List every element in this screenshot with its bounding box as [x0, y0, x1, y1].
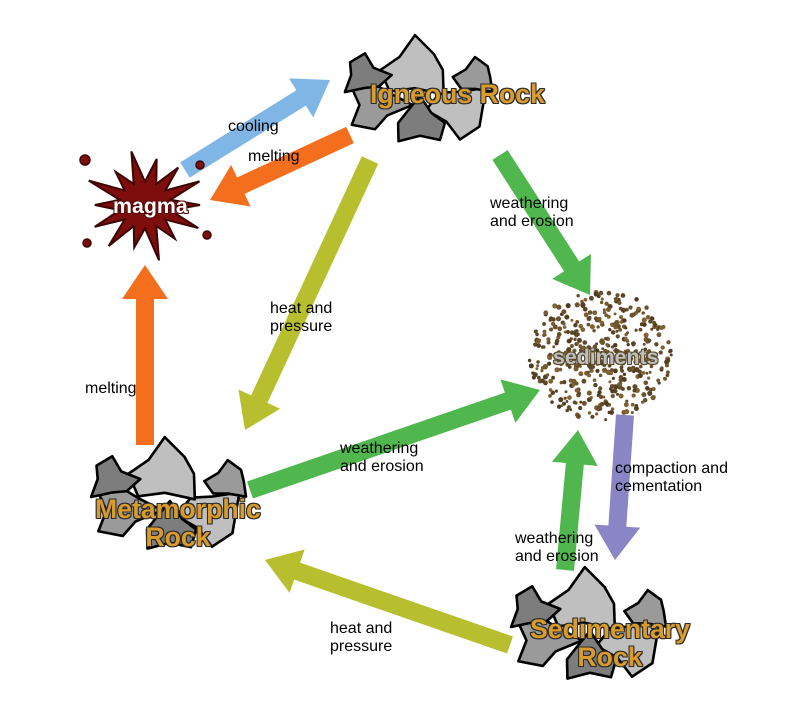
node-label-igneous: Igneous Rock — [370, 80, 545, 108]
edge-label-heat-sedimentary: heat and pressure — [330, 620, 392, 655]
edge-label-melting-igneous: melting — [248, 148, 300, 166]
node-label-sedimentary: Sedimentary Rock — [530, 615, 690, 671]
node-label-sediments: sediments — [553, 346, 659, 368]
edge-label-weathering-sedimentary: weathering and erosion — [515, 530, 599, 565]
node-label-magma: magma — [113, 195, 188, 217]
node-label-metamorphic: Metamorphic Rock — [95, 495, 261, 551]
edge-label-weathering-metamorphic: weathering and erosion — [340, 440, 424, 475]
edge-label-cooling: cooling — [228, 118, 279, 136]
edge-label-heat-igneous: heat and pressure — [270, 300, 332, 335]
edge-label-melting-metamorphic: melting — [85, 380, 137, 398]
edge-label-weathering-igneous: weathering and erosion — [490, 195, 574, 230]
edge-label-compaction: compaction and cementation — [615, 460, 728, 495]
